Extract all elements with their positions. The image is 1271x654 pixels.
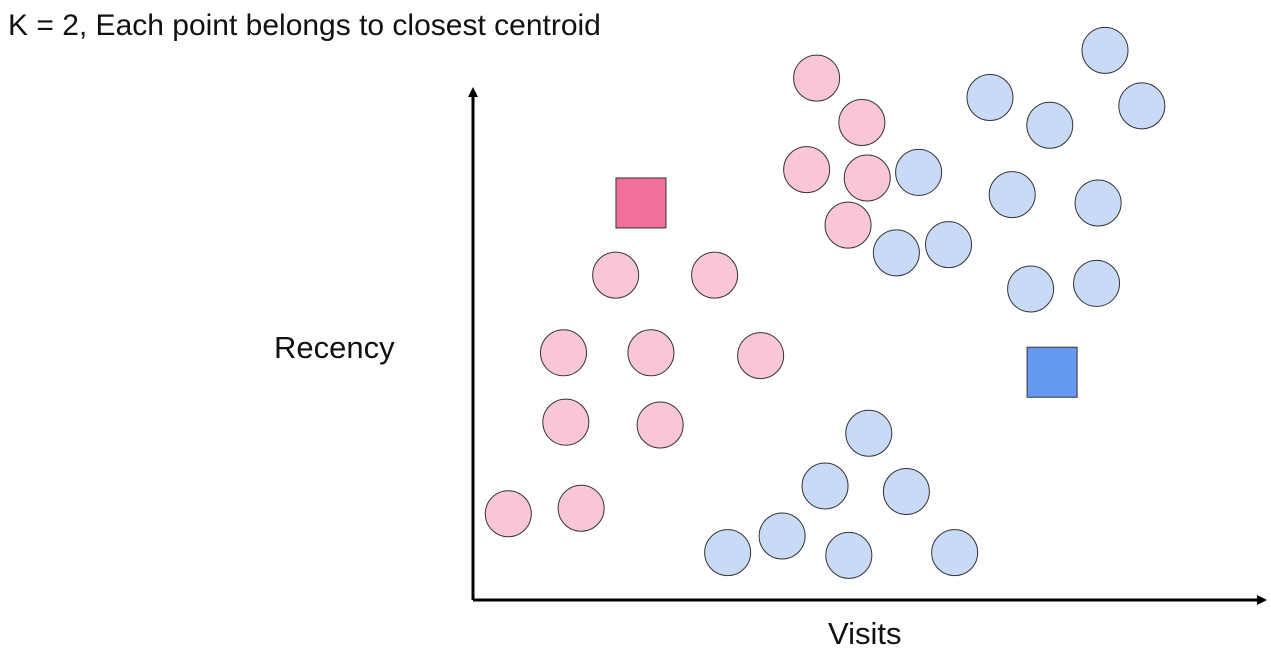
data-point-b-13	[1118, 82, 1166, 130]
data-point-a-12	[843, 154, 891, 202]
data-point-a-3	[636, 401, 684, 449]
data-point-a-7	[592, 251, 640, 299]
data-point-a-2	[542, 398, 590, 446]
data-point-b-7	[895, 148, 943, 196]
data-point-a-11	[783, 146, 831, 194]
data-point-b-14	[988, 171, 1036, 219]
data-point-b-8	[872, 229, 920, 277]
data-point-b-9	[925, 221, 973, 269]
data-point-b-1	[758, 512, 806, 560]
y-axis-label: Recency	[274, 330, 395, 365]
data-points	[484, 26, 1166, 579]
data-point-a-10	[838, 98, 886, 146]
data-point-a-8	[691, 251, 739, 299]
data-point-a-0	[484, 490, 532, 538]
data-point-b-11	[1026, 101, 1074, 149]
data-point-b-16	[1007, 265, 1055, 313]
centroid-b	[1026, 346, 1078, 398]
data-point-b-4	[801, 462, 849, 510]
centroids	[615, 177, 1078, 398]
chart-title: K = 2, Each point belongs to closest cen…	[8, 9, 601, 42]
data-point-b-2	[825, 531, 873, 579]
centroid-a	[615, 177, 667, 229]
x-axis-label: Visits	[828, 616, 902, 651]
data-point-b-15	[1074, 179, 1122, 227]
axes	[468, 87, 1267, 605]
data-point-b-12	[1081, 26, 1129, 74]
data-point-b-5	[882, 468, 930, 516]
data-point-b-3	[931, 529, 979, 577]
data-point-b-17	[1073, 259, 1121, 307]
data-point-a-6	[737, 332, 785, 380]
data-point-b-6	[845, 409, 893, 457]
data-point-b-10	[966, 74, 1014, 121]
data-point-a-1	[557, 484, 605, 532]
data-point-b-0	[704, 529, 752, 577]
data-point-a-13	[824, 201, 872, 249]
data-point-a-5	[627, 329, 675, 377]
data-point-a-4	[540, 329, 588, 377]
data-point-a-9	[793, 54, 841, 102]
